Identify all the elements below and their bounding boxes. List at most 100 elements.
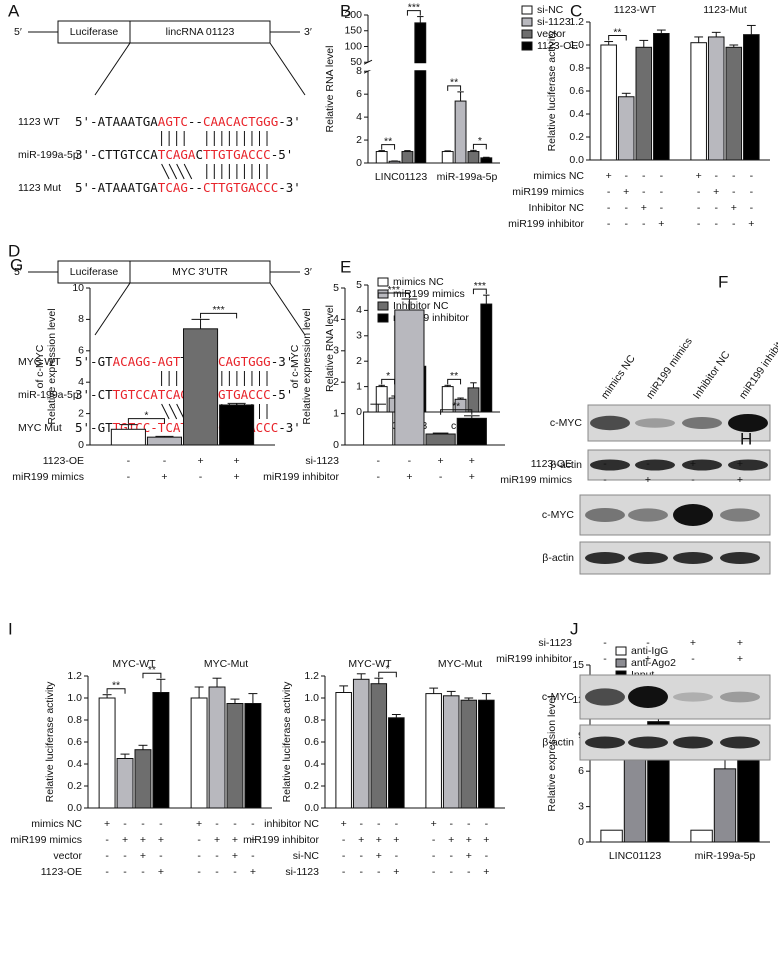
sequence-part: AGTC xyxy=(158,114,188,129)
lane-label: mimics NC xyxy=(599,353,638,402)
y-tick-label: 0.2 xyxy=(304,780,319,792)
y-tick-label: 1.2 xyxy=(569,16,584,28)
zoom-line xyxy=(94,282,131,336)
pair-mark xyxy=(161,403,170,420)
error-bar xyxy=(457,91,464,102)
y-tick-label: 1.0 xyxy=(569,39,584,51)
lane-label: miR199 inhibitor xyxy=(737,332,778,401)
condition-label: miR199 inhibitor xyxy=(508,218,584,230)
significance-bracket xyxy=(381,144,396,150)
legend-swatch xyxy=(521,5,533,15)
sequence-part: -3' xyxy=(278,180,301,195)
significance-label: ** xyxy=(384,135,392,147)
bar xyxy=(653,33,670,161)
error-bar xyxy=(729,44,739,48)
three-prime: 3′ xyxy=(304,266,312,278)
y-tick-label: 1.0 xyxy=(67,692,82,704)
condition-sign: + xyxy=(431,818,437,830)
error-bar xyxy=(194,686,204,698)
bar xyxy=(226,703,244,809)
bar xyxy=(425,693,442,809)
band xyxy=(682,459,722,471)
condition-label: miR199 mimics xyxy=(10,834,82,846)
condition-sign: - xyxy=(603,458,607,470)
condition-sign: - xyxy=(342,866,346,878)
condition-sign: + xyxy=(376,834,382,846)
y-tick-label: 0.8 xyxy=(569,62,584,74)
y-tick-label: 0 xyxy=(356,157,362,169)
y-tick-label: 0 xyxy=(356,406,362,418)
condition-sign: - xyxy=(660,170,664,182)
y-axis-label: Relative expression level xyxy=(546,695,558,811)
y-axis-label: Relative RNA level xyxy=(324,46,336,133)
significance-bracket xyxy=(472,288,487,295)
row-label: MYC Mut xyxy=(18,422,62,434)
break-gap xyxy=(369,63,501,71)
zoom-line xyxy=(94,42,131,96)
condition-sign: - xyxy=(624,202,628,214)
condition-sign: - xyxy=(141,866,145,878)
y-tick-label: 0.2 xyxy=(569,131,584,143)
condition-sign: - xyxy=(408,455,412,467)
condition-sign: - xyxy=(485,850,489,862)
bar xyxy=(152,692,170,809)
y-tick-label: 1.0 xyxy=(304,692,319,704)
panel-letter: D xyxy=(8,241,20,260)
condition-sign: - xyxy=(432,866,436,878)
lane-label: miR199 mimics xyxy=(644,336,695,402)
condition-sign: + xyxy=(696,170,702,182)
sequence-part: TCAGA xyxy=(158,147,196,162)
legend-label: si-NC xyxy=(537,4,564,16)
group-label: MYC-WT xyxy=(348,658,392,670)
condition-sign: - xyxy=(714,202,718,214)
band xyxy=(628,552,668,564)
condition-sign: - xyxy=(449,818,453,830)
y-tick-label: 0.2 xyxy=(67,780,82,792)
sequence-part: 5'-ATAAATGA xyxy=(75,114,158,129)
condition-sign: - xyxy=(642,218,646,230)
condition-sign: - xyxy=(660,202,664,214)
y-tick-label: 150 xyxy=(344,25,362,37)
condition-sign: + xyxy=(623,186,629,198)
sequence-part: 5'-ATAAATGA xyxy=(75,180,158,195)
zoom-line xyxy=(269,42,306,96)
sequence-part: -3' xyxy=(278,114,301,129)
error-bar xyxy=(227,402,246,405)
box-label: Luciferase xyxy=(70,266,119,278)
significance-bracket xyxy=(378,671,397,678)
y-axis-label: Relative expression level xyxy=(46,308,58,424)
bar xyxy=(335,692,352,809)
condition-sign: + xyxy=(645,653,651,665)
error-bar xyxy=(248,693,258,704)
sequence: 5'-ATAAATGAAGTC--CAACACTGGG-3' xyxy=(75,114,301,129)
significance-label: ** xyxy=(112,679,120,691)
legend-label: Inhibitor NC xyxy=(393,300,449,312)
y-tick-label: 0 xyxy=(78,439,84,451)
sequence-part: C xyxy=(195,147,203,162)
y-tick-label: 0.0 xyxy=(304,802,319,814)
error-bar xyxy=(356,673,366,680)
sequence-part: CAACACTGGG xyxy=(203,114,278,129)
y-tick-label: 12 xyxy=(572,694,584,706)
sequence-part: -3' xyxy=(278,420,301,435)
error-bar xyxy=(656,29,666,34)
sequence-part: TTGTGACCC xyxy=(203,147,271,162)
bar xyxy=(370,683,388,809)
condition-sign: + xyxy=(158,834,164,846)
significance-label: * xyxy=(386,370,390,382)
condition-sign: - xyxy=(624,170,628,182)
y-tick-label: 0.8 xyxy=(304,714,319,726)
sequence-part: -5' xyxy=(271,147,294,162)
condition-sign: - xyxy=(359,866,363,878)
legend-label: anti-IgG xyxy=(631,645,668,657)
bar xyxy=(190,697,208,809)
error-bar xyxy=(464,415,480,419)
condition-sign: + xyxy=(658,218,664,230)
y-tick-label: 4 xyxy=(356,111,362,123)
significance-label: *** xyxy=(388,284,400,296)
band xyxy=(728,414,768,432)
bar xyxy=(617,96,635,161)
legend-swatch xyxy=(377,301,389,311)
y-tick-label: 8 xyxy=(356,65,362,77)
y-tick-label: 3 xyxy=(578,800,584,812)
